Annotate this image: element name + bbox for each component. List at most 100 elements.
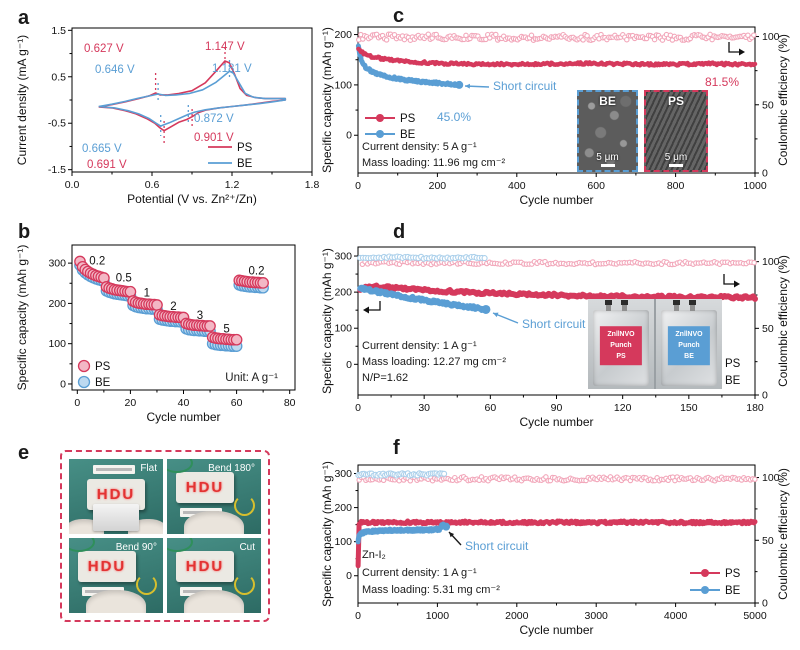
y-right-tick-label: 0 <box>762 598 768 610</box>
glove <box>86 590 146 613</box>
series-CE-PS-dot <box>425 31 432 38</box>
scale-bar <box>600 164 615 167</box>
legend-dot <box>701 569 709 577</box>
legend-dot <box>376 130 384 138</box>
led-display-board: HDU <box>78 551 136 582</box>
annotation: Short circuit <box>493 79 557 93</box>
y-right-tick-label: 0 <box>762 390 768 402</box>
y-tick-label: 200 <box>334 29 352 41</box>
y-tick-label: 0 <box>346 359 352 371</box>
annotation: 0.901 V <box>194 132 234 144</box>
pouch-label-line: PS <box>616 353 626 361</box>
legend-label: PS <box>725 358 741 370</box>
led-display-board: HDU <box>176 551 234 582</box>
legend-label: PS <box>400 113 416 125</box>
series-CE-PS-dot <box>651 36 658 43</box>
green-wire <box>167 459 193 473</box>
scale-bar-text: 5 μm <box>596 152 619 163</box>
annotation: Mass loading: 11.96 mg cm⁻² <box>362 157 505 169</box>
legend-dot <box>77 375 91 389</box>
pouch-label-line: Punch <box>678 342 700 350</box>
led-display-board: HDU <box>176 472 234 503</box>
series-CE-PS-dot <box>493 31 499 38</box>
series-CE-PS-dot <box>751 32 757 38</box>
legend-dot <box>701 586 709 594</box>
x-tick-label: 2000 <box>505 610 529 622</box>
y-axis-title: Specific capacity (mAh g⁻¹) <box>15 245 29 391</box>
panel-label-f: f <box>393 437 400 459</box>
cycling-pouch-chart: 0 30 60 90 120 150 1800100200300050100PSBEShor… <box>320 246 790 429</box>
panel-label-b: b <box>18 221 31 243</box>
photo-caption: Bend 90° <box>115 542 157 553</box>
x-tick-label: 3000 <box>585 610 609 622</box>
legend-label: BE <box>400 129 416 141</box>
rate-label: 5 <box>223 323 229 335</box>
panel-label-a: a <box>18 7 30 29</box>
y-tick-label: 300 <box>48 258 66 270</box>
y-right-tick-label: 100 <box>762 472 780 484</box>
annotation: Current density: 5 A g⁻¹ <box>362 141 477 153</box>
annotation: Short circuit <box>522 317 586 331</box>
series-BE <box>355 43 462 88</box>
plot-area: 0 200 400 600 800 10000100200050100PSBEShort … <box>320 26 790 207</box>
y-tick-label: 100 <box>334 79 352 91</box>
y-tick-label: -1.5 <box>48 164 66 176</box>
pouch-tab <box>673 299 681 311</box>
annotation: Mass loading: 5.31 mg cm⁻² <box>362 584 500 596</box>
axis-pointer-right <box>723 274 735 285</box>
annotation: 0.691 V <box>87 159 127 171</box>
y-tick-label: 100 <box>334 536 352 548</box>
x-tick-label: 0.6 <box>145 179 160 191</box>
yellow-wire <box>234 495 255 516</box>
rate-label: 3 <box>197 310 203 322</box>
axis-pointer-right-head <box>739 48 745 56</box>
series-PS <box>356 46 758 68</box>
series-BE <box>355 521 449 545</box>
pouch-label-line: Punch <box>610 342 632 350</box>
x-tick-label: 600 <box>587 180 605 192</box>
x-tick-label: 800 <box>667 180 685 192</box>
sem-be-inset-image: BE 5 μm <box>577 90 638 172</box>
y-tick-label: 200 <box>334 502 352 514</box>
legend-dot <box>77 359 91 373</box>
x-tick-label: 1000 <box>426 610 450 622</box>
legend-label: BE <box>725 375 741 387</box>
annotation-arrowhead <box>493 312 499 318</box>
series-BE-end-dot <box>455 80 464 89</box>
series-BE-end-dot <box>481 304 491 314</box>
pouch-be-photo: Zn‖NVO Punch BE <box>656 299 722 389</box>
legend-label: BE <box>237 158 253 170</box>
annotation: 1.181 V <box>212 63 252 75</box>
pouch-label-line: Zn‖NVO <box>607 331 635 339</box>
plot-area: 0.0 0.6 1.2 1.8 -1.5 -0.5 0.5 1.5 PS BE 0.627 V 0.6… <box>15 25 319 206</box>
legend-label: PS <box>237 142 253 154</box>
cycling-5A-chart: 0 200 400 600 800 10000100200050100PSBEShort … <box>320 26 790 207</box>
annotation: Unit: A g⁻¹ <box>225 372 278 384</box>
y-tick-label: 1.5 <box>51 25 66 37</box>
pouch-label-line: Zn‖NVO <box>675 331 703 339</box>
glove <box>184 590 244 613</box>
flexible-battery-photos: HDU Flat HDU Bend 180° HDU Bend 90° HDU Cut <box>60 450 270 622</box>
x-tick-label: 120 <box>614 402 632 414</box>
rate-label: 0.2 <box>249 265 265 277</box>
series-PS <box>355 518 758 569</box>
x-tick-label: 200 <box>429 180 447 192</box>
y-right-tick-label: 100 <box>762 256 780 268</box>
pouch-label: Zn‖NVO Punch PS <box>599 326 643 366</box>
series-CE-PS-dot <box>383 37 390 43</box>
pouch-ps-photo: Zn‖NVO Punch PS <box>588 299 654 389</box>
y-axis-title: Specific capacity (mAh g⁻¹) <box>320 461 334 607</box>
legend-label: BE <box>95 377 111 389</box>
series-CE-PS-dot <box>584 33 590 39</box>
y-right-tick-label: 100 <box>762 31 780 43</box>
axis-pointer-right-head <box>734 280 740 288</box>
photo-flat: HDU Flat <box>69 459 163 534</box>
annotation: 0.872 V <box>194 113 234 125</box>
annotation: Current density: 1 A g⁻¹ <box>362 340 477 352</box>
y-tick-label: 0 <box>346 570 352 582</box>
pouch-tab <box>605 299 613 311</box>
x-tick-label: 0 <box>355 180 361 192</box>
plot-area: 0 30 60 90 120 150 1800100200300050100PSBEShor… <box>320 246 790 429</box>
annotation: Zn-I₂ <box>362 549 386 561</box>
